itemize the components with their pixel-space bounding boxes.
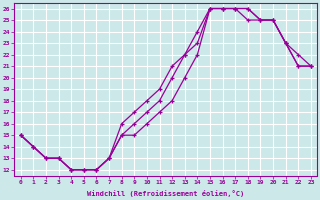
- X-axis label: Windchill (Refroidissement éolien,°C): Windchill (Refroidissement éolien,°C): [87, 190, 244, 197]
